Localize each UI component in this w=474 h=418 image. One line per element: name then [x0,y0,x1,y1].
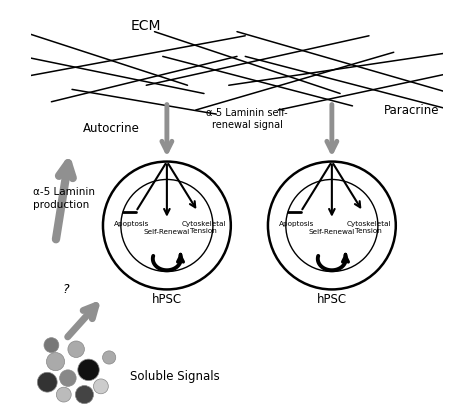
Text: ?: ? [63,283,69,296]
Circle shape [44,338,59,352]
Text: Soluble Signals: Soluble Signals [130,370,219,382]
Circle shape [75,385,93,404]
Text: Self-Renewal: Self-Renewal [144,229,190,234]
Text: Autocrine: Autocrine [83,122,140,135]
Circle shape [68,341,84,357]
Text: ECM: ECM [131,19,162,33]
Circle shape [37,372,57,392]
Text: Cytoskeletal
Tension: Cytoskeletal Tension [182,221,226,234]
Circle shape [93,379,109,394]
Text: Cytoskeletal
Tension: Cytoskeletal Tension [346,221,391,234]
Circle shape [102,351,116,364]
Text: α-5 Laminin
production: α-5 Laminin production [33,188,95,210]
Text: α-5 Laminin self-
renewal signal: α-5 Laminin self- renewal signal [207,108,288,130]
Circle shape [56,387,71,402]
Circle shape [46,352,64,371]
Circle shape [60,370,76,386]
Circle shape [78,359,99,380]
Text: Apoptosis: Apoptosis [279,221,314,227]
Text: Apoptosis: Apoptosis [114,221,149,227]
Text: hPSC: hPSC [317,293,347,306]
Text: Self-Renewal: Self-Renewal [309,229,355,234]
Text: hPSC: hPSC [152,293,182,306]
Text: Paracrine: Paracrine [383,104,439,117]
